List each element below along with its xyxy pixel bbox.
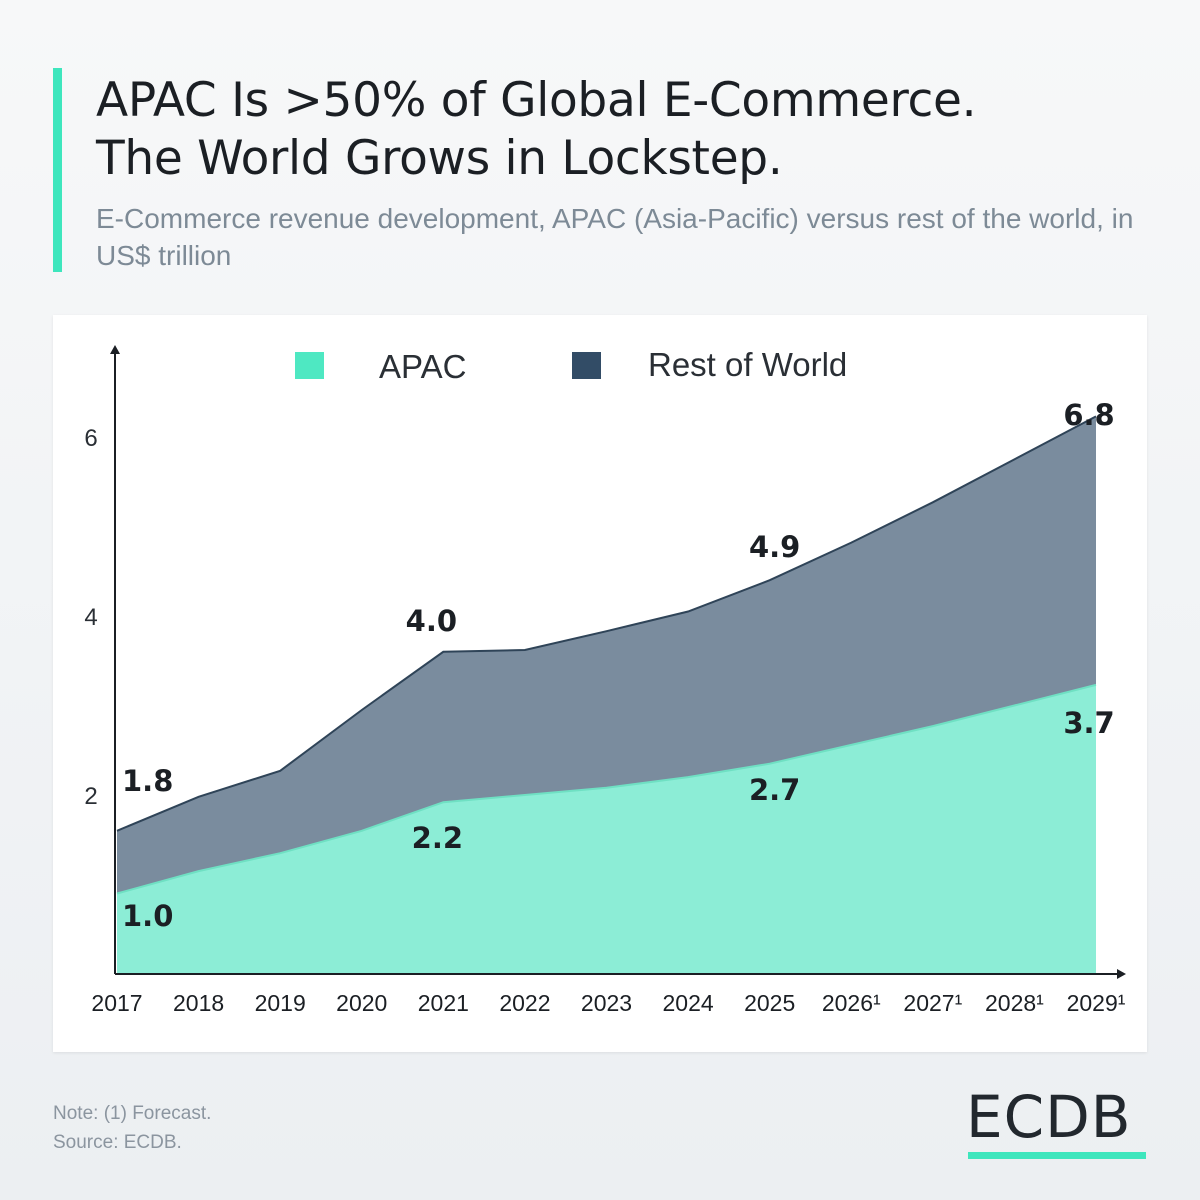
legend-label-rest-of-world: Rest of World <box>648 346 847 383</box>
chart-card: 2 4 6 2017 2018 2019 2020 2021 2022 2023 2024 2025 2… <box>53 315 1147 1052</box>
line-apac <box>116 683 1097 895</box>
page-title: APAC Is >50% of Global E-Commerce. The W… <box>96 72 1176 188</box>
y-tick-label: 4 <box>84 604 97 631</box>
y-tick-label: 2 <box>84 783 97 810</box>
data-label-apac: 2.7 <box>749 773 800 807</box>
x-tick-label: 2019 <box>255 990 306 1016</box>
y-tick-label: 6 <box>84 425 97 452</box>
area-chart: 2 4 6 2017 2018 2019 2020 2021 2022 2023 2024 2025 2… <box>84 345 1126 1016</box>
legend-label-apac: APAC <box>379 348 466 385</box>
area-rest-of-world <box>117 416 1096 894</box>
x-tick-label: 2026¹ <box>822 990 881 1016</box>
x-tick-label: 2017 <box>91 990 142 1016</box>
page-subtitle: E-Commerce revenue development, APAC (As… <box>96 203 1134 271</box>
x-tick-label: 2018 <box>173 990 224 1016</box>
title-line-2: The World Grows in Lockstep. <box>96 131 783 186</box>
data-label-apac: 3.7 <box>1063 706 1114 740</box>
x-tick-label: 2022 <box>499 990 550 1016</box>
logo-underline <box>968 1152 1146 1159</box>
legend-swatch-rest-of-world <box>572 352 601 379</box>
x-axis-arrow <box>1117 969 1126 979</box>
x-tick-label: 2027¹ <box>903 990 962 1016</box>
accent-bar <box>53 68 62 272</box>
data-label-apac: 1.0 <box>122 899 173 933</box>
footnote: Note: (1) Forecast. Source: ECDB. <box>53 1099 211 1157</box>
x-tick-label: 2020 <box>336 990 387 1016</box>
line-total <box>116 415 1097 832</box>
area-apac <box>117 684 1096 974</box>
logo-text: ECDB <box>966 1083 1132 1151</box>
x-tick-label: 2028¹ <box>985 990 1044 1016</box>
source-note: Source: ECDB. <box>53 1132 182 1153</box>
data-label-total: 1.8 <box>122 764 173 798</box>
x-tick-label: 2023 <box>581 990 632 1016</box>
x-tick-label: 2021 <box>418 990 469 1016</box>
x-tick-label: 2029¹ <box>1067 990 1126 1016</box>
legend-swatch-apac <box>295 352 324 379</box>
y-axis-arrow <box>110 345 120 354</box>
data-label-apac: 2.2 <box>412 821 463 855</box>
x-tick-label: 2025 <box>744 990 795 1016</box>
data-label-total: 4.0 <box>406 604 457 638</box>
forecast-note: Note: (1) Forecast. <box>53 1103 212 1124</box>
data-label-total: 6.8 <box>1063 398 1114 432</box>
x-tick-label: 2024 <box>662 990 713 1016</box>
title-line-1: APAC Is >50% of Global E-Commerce. <box>96 73 977 128</box>
ecdb-logo: ECDB <box>966 1088 1148 1160</box>
data-label-total: 4.9 <box>749 530 800 564</box>
